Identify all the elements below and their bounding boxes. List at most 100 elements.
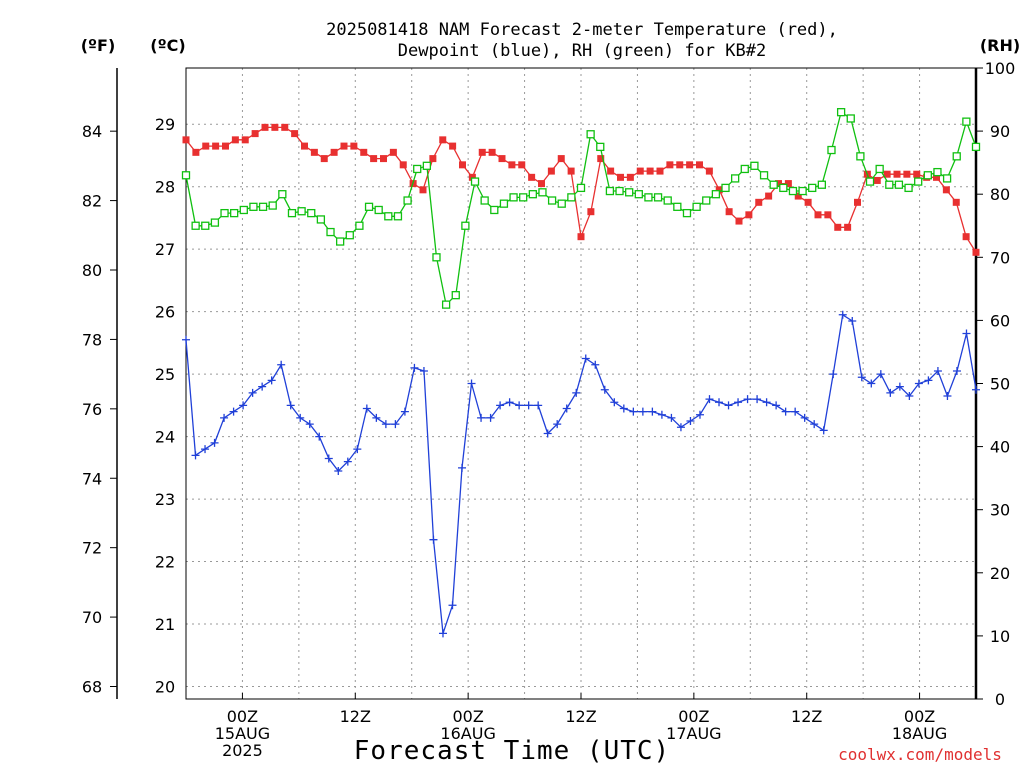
dewpoint-point: [952, 367, 961, 376]
temperature-point: [745, 211, 753, 219]
temperature-point: [459, 161, 466, 169]
temperature-point: [567, 167, 575, 175]
dewpoint-point: [886, 388, 895, 397]
celsius-tick-label: 23: [155, 490, 175, 509]
rh-point: [557, 199, 566, 208]
dewpoint-point: [496, 401, 505, 410]
x-tick-label: 00Z: [904, 707, 935, 726]
temperature-point: [488, 148, 496, 156]
rh-tick-label: 60: [990, 311, 1010, 330]
dewpoint-point: [534, 401, 543, 410]
temperature-point: [518, 161, 526, 169]
ticks: 20 21 22 23 24 25 26 27 28 29 68 70 72 74 76 78 80 82 84 0 1…: [82, 59, 1015, 760]
dewpoint-point: [791, 407, 800, 416]
rh-point: [258, 202, 268, 211]
dewpoint-point: [800, 413, 809, 422]
temperature-point: [676, 161, 684, 169]
dewpoint-point: [353, 445, 362, 454]
rh-point: [702, 196, 711, 205]
dewpoint-point: [810, 420, 819, 429]
fahrenheit-unit-label: (ºF): [81, 36, 116, 55]
rh-point: [817, 180, 827, 189]
rh-point: [663, 196, 672, 205]
temperature-point: [419, 186, 427, 194]
rh-point: [374, 205, 383, 215]
temperature-point: [281, 123, 289, 131]
rh-point: [615, 186, 624, 196]
rh-point: [364, 202, 374, 211]
dewpoint-point: [210, 438, 219, 447]
rh-point: [451, 291, 460, 300]
temperature-point: [291, 130, 299, 138]
rh-point: [769, 180, 778, 189]
temperature-point: [952, 198, 960, 206]
dewpoint-point: [515, 401, 524, 410]
dewpoint-point: [505, 398, 514, 407]
temperature-point: [350, 142, 358, 150]
temperature-point: [340, 142, 348, 150]
temperature-point: [755, 198, 763, 206]
temperature-point: [784, 180, 792, 188]
dewpoint-point: [857, 373, 866, 382]
rh-point: [393, 212, 403, 221]
celsius-tick-label: 20: [155, 678, 175, 697]
temperature-point: [231, 136, 239, 144]
temperature-point: [557, 155, 565, 163]
rh-point: [297, 207, 306, 216]
temperature-point: [429, 155, 437, 163]
rh-point: [316, 215, 326, 224]
temperature-point: [765, 192, 773, 200]
dewpoint-point: [591, 360, 600, 369]
temperature-point: [251, 130, 259, 138]
dewpoint-point: [695, 410, 704, 419]
dewpoint-point: [838, 310, 847, 319]
dewpoint-point: [467, 379, 476, 388]
dewpoint-point: [343, 457, 352, 466]
fahrenheit-tick-label: 78: [82, 330, 102, 349]
rh-point: [335, 237, 345, 246]
temperature-point: [439, 136, 447, 144]
labels: 2025081418 NAM Forecast 2-meter Temperat…: [81, 20, 1020, 766]
dewpoint-point: [781, 407, 790, 416]
rh-point: [740, 164, 749, 174]
rh-point: [673, 202, 682, 211]
dewpoint-point: [372, 413, 381, 422]
dewpoint-point: [753, 395, 762, 404]
dewpoint-point: [686, 416, 695, 425]
dewpoint-point: [819, 426, 828, 435]
temperature-point: [775, 180, 782, 188]
rh-point: [923, 171, 932, 180]
temperature-point: [656, 167, 664, 175]
rh-point: [644, 193, 653, 202]
temperature-point: [577, 233, 585, 241]
temperature-point: [498, 155, 506, 163]
dewpoint-point: [743, 395, 752, 404]
temperature-point: [547, 167, 555, 175]
dewpoint-point: [410, 363, 419, 372]
dewpoint-point: [933, 367, 942, 376]
dewpoint-line: [185, 313, 977, 634]
temperature-point: [212, 142, 220, 150]
temperature-point: [320, 155, 328, 163]
rh-tick-label: 0: [995, 690, 1005, 709]
temperature-point: [597, 155, 605, 163]
dewpoint-point: [201, 445, 210, 454]
temperature-point: [528, 173, 536, 181]
dewpoint-point: [581, 354, 590, 363]
dewpoint-point: [676, 423, 685, 432]
rh-point: [904, 183, 913, 193]
temperature-point: [686, 161, 694, 169]
rh-point: [962, 117, 971, 126]
x-tick-label: 18AUG: [892, 724, 947, 743]
dewpoint-point: [848, 317, 857, 326]
temperature-point: [873, 176, 881, 184]
temperature-point: [360, 148, 368, 156]
dewpoint-point: [667, 413, 676, 422]
rh-point: [230, 208, 239, 218]
temperature-point: [666, 161, 674, 169]
grid-lines: [186, 68, 976, 699]
dewpoint-point: [543, 429, 552, 438]
dewpoint-point: [182, 335, 190, 344]
dewpoint-point: [705, 395, 714, 404]
